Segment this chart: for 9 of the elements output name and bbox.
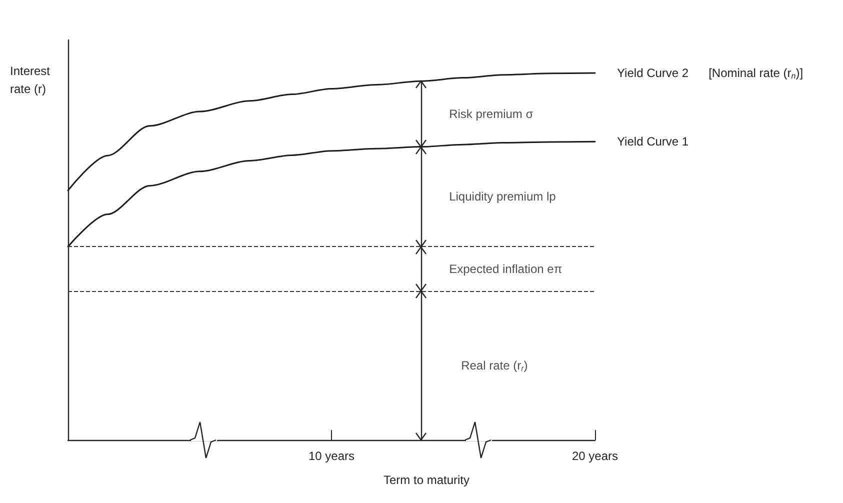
annotation: Risk premium σ [449,106,534,121]
series-label: Yield Curve 1 [617,134,689,149]
y-axis-title: Interest rate (r) [10,64,54,96]
x-tick-label: 10 years [308,449,355,463]
x-axis-title: Term to maturity [383,473,470,487]
series-label: Yield Curve 2 [617,66,709,80]
annotation: Expected inflation eπ [449,262,562,276]
annotation: Liquidity premium lp [449,190,556,204]
x-tick-label: 20 years [572,449,618,463]
